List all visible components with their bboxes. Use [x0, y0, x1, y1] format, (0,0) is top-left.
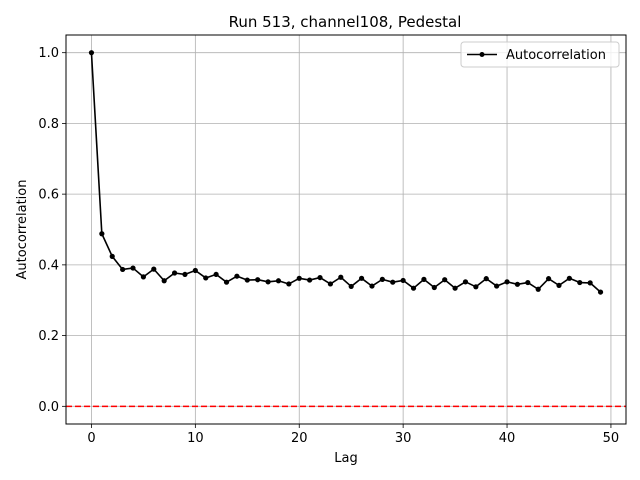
data-point — [307, 277, 313, 283]
legend-box — [460, 41, 620, 68]
data-point — [223, 279, 230, 285]
data-point — [275, 278, 282, 284]
data-point — [265, 279, 271, 285]
data-point — [151, 266, 157, 272]
data-point — [317, 274, 323, 281]
data-point — [452, 285, 458, 291]
x-tick-label: 20 — [291, 431, 308, 446]
data-point — [192, 267, 198, 274]
data-point — [234, 273, 240, 279]
data-point — [431, 284, 437, 291]
chart-title: Run 513, channel108, Pedestal — [229, 13, 462, 31]
data-point — [140, 274, 147, 280]
y-tick-label: 0.4 — [38, 258, 59, 273]
data-point — [213, 271, 219, 278]
data-point — [286, 281, 292, 287]
data-point — [410, 285, 417, 291]
data-point — [556, 282, 562, 288]
data-point — [369, 283, 375, 289]
data-point — [400, 277, 406, 284]
data-point — [473, 284, 479, 290]
data-point — [244, 277, 250, 283]
data-point — [255, 277, 261, 283]
data-point — [587, 280, 593, 286]
plot-area-frame — [65, 34, 627, 425]
x-tick-label: 30 — [395, 431, 412, 446]
data-point — [171, 270, 178, 276]
data-point — [130, 265, 136, 271]
x-tick-label: 0 — [87, 431, 95, 446]
x-tick-label: 40 — [499, 431, 516, 446]
data-point — [327, 281, 334, 287]
legend-marker-sample — [479, 52, 485, 57]
data-point — [514, 281, 521, 287]
y-axis-label: Autocorrelation — [15, 180, 30, 280]
y-tick-label: 0.2 — [38, 329, 59, 344]
data-point — [88, 50, 95, 56]
data-point — [358, 275, 365, 281]
data-point — [390, 279, 396, 285]
data-point — [296, 275, 302, 281]
data-point — [120, 266, 126, 273]
x-tick-label: 50 — [603, 431, 620, 446]
data-point — [379, 276, 385, 282]
y-tick-label: 0.6 — [38, 188, 59, 203]
series-line — [90, 52, 602, 293]
series-layer — [88, 50, 604, 295]
x-tick-label: 10 — [187, 431, 204, 446]
grid-lines — [66, 35, 626, 424]
data-point — [545, 276, 552, 282]
data-point — [421, 276, 427, 282]
data-point — [566, 275, 572, 281]
data-point — [494, 283, 500, 289]
data-point — [577, 279, 583, 286]
x-axis-label: Lag — [334, 451, 357, 466]
data-point — [109, 253, 115, 259]
data-point — [182, 271, 188, 278]
y-tick-label: 0.0 — [38, 400, 59, 415]
data-point — [483, 276, 489, 282]
data-point — [525, 279, 531, 286]
data-point — [442, 277, 448, 283]
data-point — [99, 231, 105, 237]
data-point — [203, 275, 209, 281]
data-point — [597, 289, 604, 295]
data-point — [338, 274, 344, 280]
data-point — [462, 279, 469, 285]
axis-ticks: 0 10 20 30 40 50 0.0 0.2 0.4 0.6 0.8 1.0 — [38, 46, 619, 446]
data-point — [504, 279, 510, 285]
legend-entry-label: Autocorrelation — [506, 48, 606, 63]
data-point — [535, 286, 541, 292]
data-point — [161, 278, 167, 284]
legend: Autocorrelation — [460, 41, 620, 68]
data-point — [348, 283, 354, 290]
y-tick-label: 0.8 — [38, 117, 59, 132]
y-tick-label: 1.0 — [38, 46, 59, 61]
